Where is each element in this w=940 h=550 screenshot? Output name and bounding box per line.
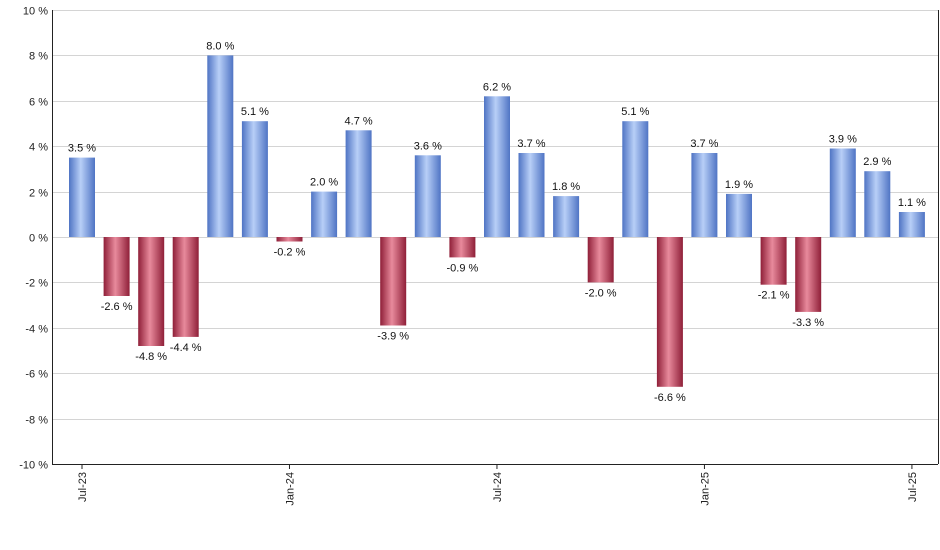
data-label: -2.1 % bbox=[758, 290, 790, 302]
data-labels: 3.5 % -2.6 % -4.8 %-4.4 % 8.0 % 5.1 % -0.2 % 2… bbox=[68, 40, 926, 403]
bar bbox=[138, 237, 165, 346]
data-label: 3.5 % bbox=[68, 143, 96, 155]
bar bbox=[795, 237, 822, 312]
x-tick-label: Jan-24 bbox=[285, 472, 297, 506]
bar bbox=[276, 237, 303, 242]
x-tick-label: Jul-23 bbox=[77, 472, 89, 502]
data-label: -0.2 % bbox=[274, 247, 306, 259]
y-tick-label: 6 % bbox=[29, 97, 48, 109]
bar bbox=[553, 196, 580, 237]
data-label: 5.1 % bbox=[241, 106, 269, 118]
bar bbox=[656, 237, 683, 387]
data-label: -6.6 % bbox=[654, 392, 686, 404]
y-tick-label: 10 % bbox=[23, 6, 48, 18]
y-tick-label: 0 % bbox=[29, 233, 48, 245]
data-label: 3.7 % bbox=[517, 138, 545, 150]
y-tick-label: -6 % bbox=[25, 369, 48, 381]
y-tick-label: -2 % bbox=[25, 278, 48, 290]
data-label: 2.9 % bbox=[863, 156, 891, 168]
data-label: -0.9 % bbox=[447, 262, 479, 274]
data-label: -4.8 % bbox=[135, 351, 167, 363]
data-label: -3.3 % bbox=[792, 317, 824, 329]
bar bbox=[829, 148, 856, 237]
data-label: 1.9 % bbox=[725, 179, 753, 191]
bar bbox=[207, 55, 234, 238]
data-label: 1.8 % bbox=[552, 181, 580, 193]
y-tick-label: -8 % bbox=[25, 415, 48, 427]
data-label: 2.0 % bbox=[310, 177, 338, 189]
x-tick-label: Jul-24 bbox=[492, 472, 504, 502]
bar bbox=[691, 153, 718, 237]
x-tick-label: Jul-25 bbox=[907, 472, 919, 502]
data-label: -2.0 % bbox=[585, 287, 617, 299]
data-label: 1.1 % bbox=[898, 197, 926, 209]
data-label: -2.6 % bbox=[101, 301, 133, 313]
bar bbox=[311, 191, 338, 237]
data-label: 3.6 % bbox=[414, 140, 442, 152]
bar bbox=[622, 121, 649, 237]
bar bbox=[898, 212, 925, 237]
bar bbox=[726, 193, 752, 237]
bar bbox=[380, 237, 407, 326]
bar bbox=[241, 121, 268, 237]
data-label: 5.1 % bbox=[621, 106, 649, 118]
y-tick-label: 8 % bbox=[29, 51, 48, 63]
bar bbox=[760, 237, 787, 285]
data-label: 3.7 % bbox=[690, 138, 718, 150]
data-label: 6.2 % bbox=[483, 81, 511, 93]
y-tick-label: 4 % bbox=[29, 142, 48, 154]
bar bbox=[172, 237, 199, 337]
data-label: -3.9 % bbox=[377, 331, 409, 343]
bar bbox=[587, 237, 614, 283]
x-tick-label: Jan-25 bbox=[699, 472, 711, 506]
y-tick-label: 2 % bbox=[29, 188, 48, 200]
bar bbox=[484, 96, 510, 237]
data-label: 4.7 % bbox=[345, 115, 373, 127]
bar bbox=[345, 130, 372, 237]
bar bbox=[69, 157, 95, 237]
bars bbox=[69, 55, 925, 387]
y-tick-label: -10 % bbox=[19, 460, 48, 472]
bar bbox=[414, 155, 441, 237]
data-label: -4.4 % bbox=[170, 342, 202, 354]
data-label: 8.0 % bbox=[206, 40, 234, 52]
bar bbox=[864, 171, 891, 237]
bar bbox=[103, 237, 130, 296]
data-label: 3.9 % bbox=[829, 134, 857, 146]
y-tick-label: -4 % bbox=[25, 324, 48, 336]
axes: 10 % 8 % 6 % 4 % 2 % 0 % -2 % -4 % -6 % -8 % -10 %… bbox=[19, 6, 939, 506]
bar bbox=[518, 153, 545, 237]
bar bbox=[449, 237, 476, 258]
